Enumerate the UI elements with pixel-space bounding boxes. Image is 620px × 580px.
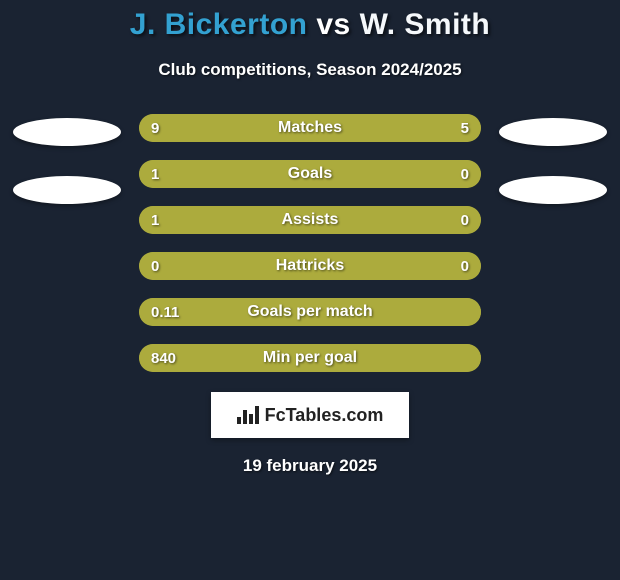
stat-bar-goals-per-match: Goals per match0.11 xyxy=(139,298,481,326)
stat-fill-left xyxy=(139,252,310,280)
stat-fill-right xyxy=(310,252,481,280)
stat-fill-left xyxy=(139,298,481,326)
page-title: J. Bickerton vs W. Smith xyxy=(0,8,620,42)
stat-fill-right xyxy=(402,160,481,188)
stat-fill-left xyxy=(139,206,402,234)
brand-box: FcTables.com xyxy=(211,392,409,438)
player1-club-placeholder xyxy=(13,176,121,204)
stat-bar-goals: Goals10 xyxy=(139,160,481,188)
comparison-card: J. Bickerton vs W. Smith Club competitio… xyxy=(0,0,620,580)
brand-chart-icon xyxy=(237,406,259,424)
title-vs: vs xyxy=(316,8,350,41)
right-badge-column xyxy=(499,114,607,204)
stat-fill-left xyxy=(139,344,481,372)
stat-bar-hattricks: Hattricks00 xyxy=(139,252,481,280)
subtitle: Club competitions, Season 2024/2025 xyxy=(0,60,620,80)
player2-club-placeholder xyxy=(499,176,607,204)
stat-bar-assists: Assists10 xyxy=(139,206,481,234)
player2-badge-placeholder xyxy=(499,118,607,146)
comparison-content: Matches95 Goals10 Assists10 Hattricks00 Goal… xyxy=(0,114,620,372)
stat-fill-right xyxy=(358,114,481,142)
brand-text: FcTables.com xyxy=(265,405,384,426)
stat-bar-matches: Matches95 xyxy=(139,114,481,142)
left-badge-column xyxy=(13,114,121,204)
stat-fill-left xyxy=(139,160,402,188)
player1-name: J. Bickerton xyxy=(130,8,308,41)
stat-fill-left xyxy=(139,114,358,142)
stat-fill-right xyxy=(402,206,481,234)
stat-bar-min-per-goal: Min per goal840 xyxy=(139,344,481,372)
player1-badge-placeholder xyxy=(13,118,121,146)
date-line: 19 february 2025 xyxy=(0,456,620,476)
stat-bars: Matches95 Goals10 Assists10 Hattricks00 Goal… xyxy=(139,114,481,372)
player2-name: W. Smith xyxy=(360,8,491,41)
